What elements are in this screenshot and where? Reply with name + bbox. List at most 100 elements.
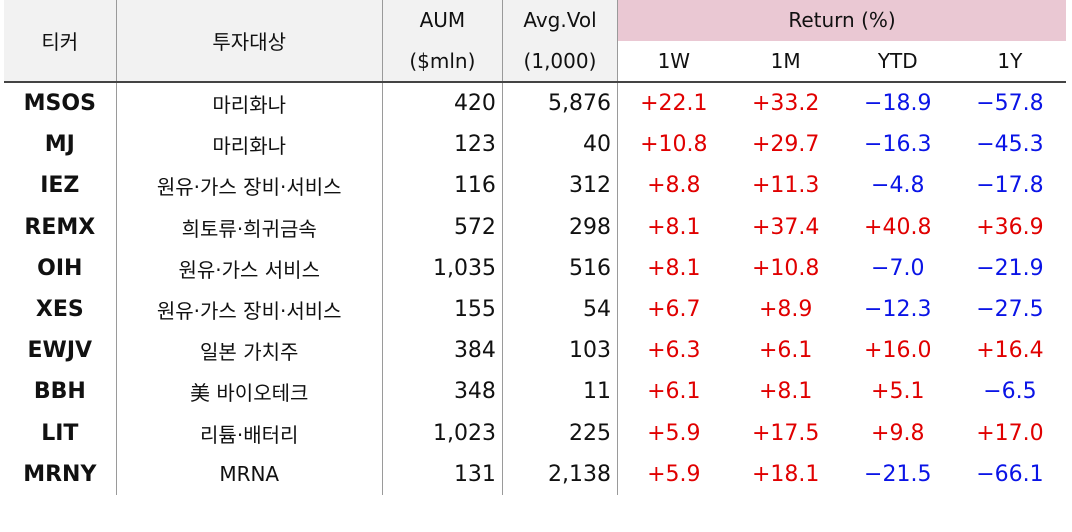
return-1m-cell: +29.7	[751, 132, 820, 158]
vol-cell: 40	[502, 124, 619, 166]
return-1m-cell: +10.8	[751, 255, 820, 281]
header-1w: 1W	[617, 40, 730, 83]
ticker-cell: LIT	[4, 412, 117, 454]
table-row: MJ 마리화나 123 40 +10.8 +29.7 −16.3 −45.3	[4, 124, 1066, 166]
vol-cell: 225	[502, 412, 619, 454]
return-1m-cell: +33.2	[751, 91, 820, 117]
return-1m-cell: +8.1	[758, 379, 813, 405]
vol-cell: 54	[502, 288, 619, 331]
target-cell: 마리화나	[116, 124, 383, 166]
vol-cell: 11	[502, 371, 619, 413]
return-ytd-cell: −12.3	[864, 297, 932, 323]
ticker-cell: BBH	[4, 371, 117, 413]
return-1w-cell: +8.1	[647, 214, 701, 240]
return-1w-cell: +5.9	[647, 461, 701, 487]
return-1w-cell: +10.8	[640, 132, 708, 158]
table-row: REMX 희토류·희귀금속 572 298 +8.1 +37.4 +40.8 +…	[4, 206, 1066, 248]
return-1y-cell: −6.5	[983, 379, 1037, 405]
return-ytd-cell: −16.3	[864, 132, 932, 158]
return-1y-cell: −17.8	[976, 173, 1044, 199]
vol-cell: 5,876	[502, 82, 619, 125]
return-ytd-cell: −7.0	[871, 255, 925, 281]
header-target: 투자대상	[116, 0, 383, 83]
ticker-cell: REMX	[4, 206, 117, 248]
header-return-group: Return (%)	[617, 0, 1066, 41]
return-1m-cell: +37.4	[751, 214, 820, 240]
vol-cell: 2,138	[502, 453, 619, 495]
aum-cell: 155	[382, 288, 503, 331]
return-1w-cell: +5.9	[647, 420, 701, 446]
return-ytd-cell: +5.1	[871, 379, 925, 405]
return-1w-cell: +6.7	[647, 297, 701, 323]
ticker-cell: MSOS	[4, 82, 117, 125]
return-ytd-cell: −18.9	[864, 91, 932, 117]
aum-cell: 131	[382, 453, 503, 495]
table-row: LIT 리튬·배터리 1,023 225 +5.9 +17.5 +9.8 +17…	[4, 412, 1066, 454]
return-1w-cell: +22.1	[640, 91, 708, 117]
header-1m: 1M	[729, 40, 842, 83]
header-aum-unit: ($mln)	[382, 40, 503, 83]
target-cell: 美 바이오테크	[116, 371, 383, 413]
target-cell: 원유·가스 장비·서비스	[116, 288, 383, 331]
return-1w-cell: +6.1	[647, 379, 701, 405]
header-1y: 1Y	[953, 40, 1066, 83]
return-1y-cell: −66.1	[976, 461, 1044, 487]
return-1m-cell: +6.1	[758, 338, 813, 364]
return-1w-cell: +6.3	[647, 338, 701, 364]
vol-cell: 516	[502, 247, 619, 289]
return-ytd-cell: +16.0	[864, 338, 932, 364]
table-row: IEZ 원유·가스 장비·서비스 116 312 +8.8 +11.3 −4.8…	[4, 165, 1066, 207]
return-1y-cell: −57.8	[976, 91, 1044, 117]
target-cell: 원유·가스 서비스	[116, 247, 383, 289]
ticker-cell: MJ	[4, 124, 117, 166]
vol-cell: 103	[502, 330, 619, 372]
table-header: 티커 투자대상 AUM Avg.Vol Return (%) ($mln) (1…	[4, 0, 1066, 83]
aum-cell: 572	[382, 206, 503, 248]
ticker-cell: MRNY	[4, 453, 117, 495]
target-cell: 리튬·배터리	[116, 412, 383, 454]
vol-cell: 298	[502, 206, 619, 248]
aum-cell: 123	[382, 124, 503, 166]
return-1m-cell: +17.5	[751, 420, 820, 446]
return-1y-cell: +36.9	[976, 214, 1044, 240]
header-aum: AUM	[382, 0, 503, 41]
aum-cell: 420	[382, 82, 503, 125]
return-ytd-cell: −21.5	[864, 461, 932, 487]
return-ytd-cell: +40.8	[864, 214, 932, 240]
return-ytd-cell: +9.8	[871, 420, 925, 446]
ticker-cell: OIH	[4, 247, 117, 289]
vol-cell: 312	[502, 165, 619, 207]
return-1y-cell: +17.0	[976, 420, 1044, 446]
ticker-cell: IEZ	[4, 165, 117, 207]
table-row: OIH 원유·가스 서비스 1,035 516 +8.1 +10.8 −7.0 …	[4, 247, 1066, 289]
aum-cell: 1,023	[382, 412, 503, 454]
return-1y-cell: −27.5	[976, 297, 1044, 323]
target-cell: 마리화나	[116, 82, 383, 125]
return-1m-cell: +18.1	[751, 461, 820, 487]
target-cell: 일본 가치주	[116, 330, 383, 372]
header-ticker: 티커	[4, 0, 117, 83]
ticker-cell: EWJV	[4, 330, 117, 372]
table-row: EWJV 일본 가치주 384 103 +6.3 +6.1 +16.0 +16.…	[4, 330, 1066, 372]
return-1w-cell: +8.8	[647, 173, 701, 199]
ticker-cell: XES	[4, 288, 117, 331]
return-1m-cell: +11.3	[751, 173, 820, 199]
return-1y-cell: −21.9	[976, 255, 1044, 281]
return-1w-cell: +8.1	[647, 255, 701, 281]
target-cell: 원유·가스 장비·서비스	[116, 165, 383, 207]
return-1y-cell: −45.3	[976, 132, 1044, 158]
table-row: XES 원유·가스 장비·서비스 155 54 +6.7 +8.9 −12.3 …	[4, 288, 1066, 331]
etf-return-table: 티커 투자대상 AUM Avg.Vol Return (%) ($mln) (1…	[4, 0, 1066, 495]
table-row: MRNY MRNA 131 2,138 +5.9 +18.1 −21.5 −66…	[4, 453, 1066, 495]
aum-cell: 348	[382, 371, 503, 413]
header-ytd: YTD	[841, 40, 954, 83]
table-body: MSOS 마리화나 420 5,876 +22.1 +33.2 −18.9 −5…	[4, 82, 1066, 495]
aum-cell: 384	[382, 330, 503, 372]
header-vol: Avg.Vol	[502, 0, 619, 41]
target-cell: MRNA	[116, 453, 383, 495]
aum-cell: 116	[382, 165, 503, 207]
aum-cell: 1,035	[382, 247, 503, 289]
return-1y-cell: +16.4	[976, 338, 1044, 364]
target-cell: 희토류·희귀금속	[116, 206, 383, 248]
table-row: MSOS 마리화나 420 5,876 +22.1 +33.2 −18.9 −5…	[4, 82, 1066, 125]
